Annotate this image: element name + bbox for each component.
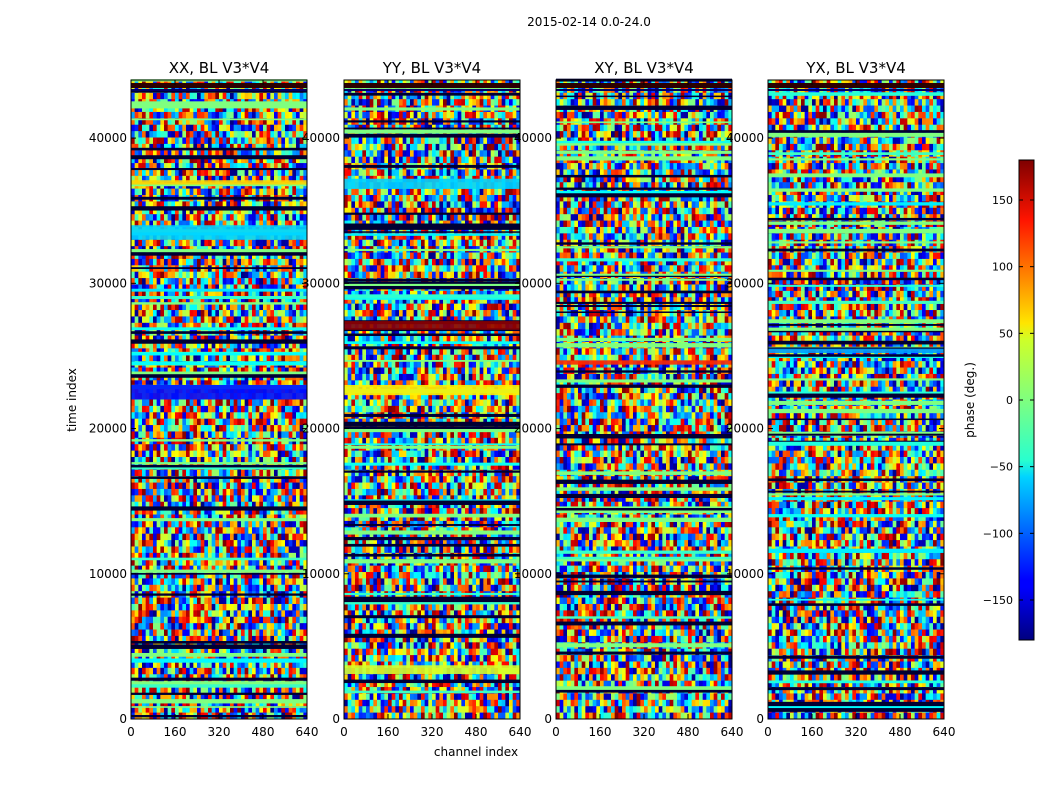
x-tick-label: 640	[721, 725, 744, 739]
band-3	[131, 180, 307, 185]
y-tick-label: 0	[756, 712, 764, 726]
y-tick-label: 20000	[302, 422, 340, 436]
colorbar-tick-label: −100	[983, 527, 1013, 540]
x-tick-label: 320	[633, 725, 656, 739]
panel-4: YX, BL V3*V4 0 160 320 480 640 0 10000 20000 3000…	[726, 59, 956, 739]
colorbar-ticks: −150 −100 −50 0 50 100 150	[983, 194, 1034, 607]
x-tick-label: 320	[208, 725, 231, 739]
y-tick-label: 20000	[514, 422, 552, 436]
y-tick-label: 0	[332, 712, 340, 726]
x-tick-label: 640	[933, 725, 956, 739]
y-tick-label: 30000	[726, 276, 764, 290]
panel-title: YY, BL V3*V4	[382, 59, 481, 77]
y-tick-label: 40000	[726, 131, 764, 145]
y-tick-label: 20000	[726, 422, 764, 436]
x-tick-label: 160	[164, 725, 187, 739]
x-tick-label: 160	[589, 725, 612, 739]
panel-title: XY, BL V3*V4	[594, 59, 694, 77]
x-tick-label: 480	[465, 725, 488, 739]
y-tick-label: 30000	[89, 276, 127, 290]
y-tick-label: 20000	[89, 422, 127, 436]
y-tick-label: 0	[119, 712, 127, 726]
y-tick-label: 40000	[514, 131, 552, 145]
panel-2: YY, BL V3*V4 0 160 320 480 640 0 10000 20000 3000…	[302, 59, 532, 739]
x-tick-label: 640	[296, 725, 319, 739]
panel-title: XX, BL V3*V4	[169, 59, 270, 77]
x-tick-label: 480	[252, 725, 275, 739]
band-3	[344, 178, 520, 189]
band-1	[344, 321, 520, 330]
x-ticks: 0 160 320 480 640	[552, 80, 743, 739]
panels: XX, BL V3*V4 0 160 320 480 640 0 10000 20000 3000…	[89, 59, 956, 739]
y-tick-label: 30000	[302, 276, 340, 290]
x-ticks: 0 160 320 480 640	[127, 80, 318, 739]
colorbar-tick-label: 150	[992, 194, 1013, 207]
band-1	[131, 384, 307, 400]
x-ticks: 0 160 320 480 640	[340, 80, 531, 739]
band-2	[344, 384, 520, 396]
band-1	[556, 360, 732, 365]
y-tick-label: 10000	[89, 567, 127, 581]
colorbar-tick-label: 0	[1006, 394, 1013, 407]
phase-noise-cells	[131, 80, 308, 720]
x-tick-label: 640	[509, 725, 532, 739]
x-tick-label: 0	[340, 725, 348, 739]
x-tick-label: 480	[677, 725, 700, 739]
y-tick-label: 30000	[514, 276, 552, 290]
band-1	[768, 348, 944, 354]
figure-title: 2015-02-14 0.0-24.0	[527, 15, 651, 29]
x-tick-label: 0	[552, 725, 560, 739]
x-tick-label: 320	[845, 725, 868, 739]
y-tick-label: 0	[544, 712, 552, 726]
x-tick-label: 0	[127, 725, 135, 739]
y-tick-label: 10000	[514, 567, 552, 581]
y-tick-label: 40000	[89, 131, 127, 145]
y-ticks: 0 10000 20000 30000 40000	[726, 131, 944, 726]
y-tick-label: 40000	[302, 131, 340, 145]
x-tick-label: 160	[377, 725, 400, 739]
y-tick-label: 10000	[302, 567, 340, 581]
band-4	[344, 665, 520, 674]
phase-noise-cells	[344, 80, 521, 720]
colorbar-label: phase (deg.)	[963, 362, 977, 438]
panel-title: YX, BL V3*V4	[805, 59, 906, 77]
band-2	[131, 225, 307, 240]
y-ticks: 0 10000 20000 30000 40000	[514, 131, 732, 726]
colorbar-tick-label: −50	[990, 461, 1013, 474]
colorbar: −150 −100 −50 0 50 100 150 phase (deg.)	[963, 159, 1035, 641]
stripes	[768, 83, 944, 712]
x-tick-label: 480	[889, 725, 912, 739]
y-ticks: 0 10000 20000 30000 40000	[302, 131, 520, 726]
panel-1: XX, BL V3*V4 0 160 320 480 640 0 10000 20000 3000…	[89, 59, 319, 739]
x-axis-label: channel index	[434, 745, 518, 759]
colorbar-tick-label: 50	[999, 327, 1013, 340]
x-ticks: 0 160 320 480 640	[764, 80, 955, 739]
x-tick-label: 320	[421, 725, 444, 739]
colorbar-tick-label: 100	[992, 261, 1013, 274]
x-tick-label: 160	[801, 725, 824, 739]
panel-3: XY, BL V3*V4 0 160 320 480 640 0 10000 20000 3000…	[514, 59, 744, 739]
y-tick-label: 10000	[726, 567, 764, 581]
stripes	[344, 83, 520, 694]
colorbar-tick-label: −150	[983, 594, 1013, 607]
y-axis-label: time index	[65, 368, 79, 432]
y-ticks: 0 10000 20000 30000 40000	[89, 131, 307, 726]
x-tick-label: 0	[764, 725, 772, 739]
